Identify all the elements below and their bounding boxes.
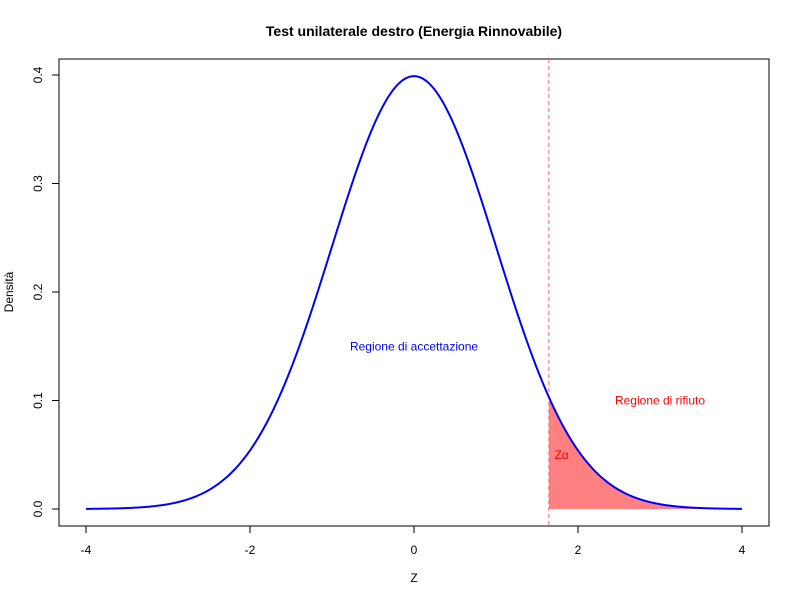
y-tick-label: 0.2 xyxy=(31,283,45,300)
critical-value-label: Zα xyxy=(554,448,568,462)
x-tick-label: -2 xyxy=(245,543,256,557)
rejection-region-label: Regione di rifiuto xyxy=(615,394,705,408)
x-tick-label: -4 xyxy=(81,543,92,557)
x-tick-label: 0 xyxy=(411,543,418,557)
y-tick-label: 0.0 xyxy=(31,500,45,517)
y-tick-label: 0.1 xyxy=(31,392,45,409)
rejection-region-fill xyxy=(548,397,742,509)
x-axis-label: Z xyxy=(410,571,417,585)
x-tick-label: 2 xyxy=(575,543,582,557)
y-tick-label: 0.4 xyxy=(31,66,45,83)
density-curve xyxy=(85,75,743,510)
y-axis: 0.0 0.1 0.2 0.3 0.4 xyxy=(31,66,60,517)
acceptance-region-label: Regione di accettazione xyxy=(350,339,478,353)
x-tick-label: 4 xyxy=(739,543,746,557)
y-axis-label: Densità xyxy=(2,271,16,312)
x-axis: -4 -2 0 2 4 xyxy=(81,525,746,557)
y-tick-label: 0.3 xyxy=(31,175,45,192)
plot-frame xyxy=(58,58,770,527)
chart-title: Test unilaterale destro (Energia Rinnova… xyxy=(266,23,562,39)
